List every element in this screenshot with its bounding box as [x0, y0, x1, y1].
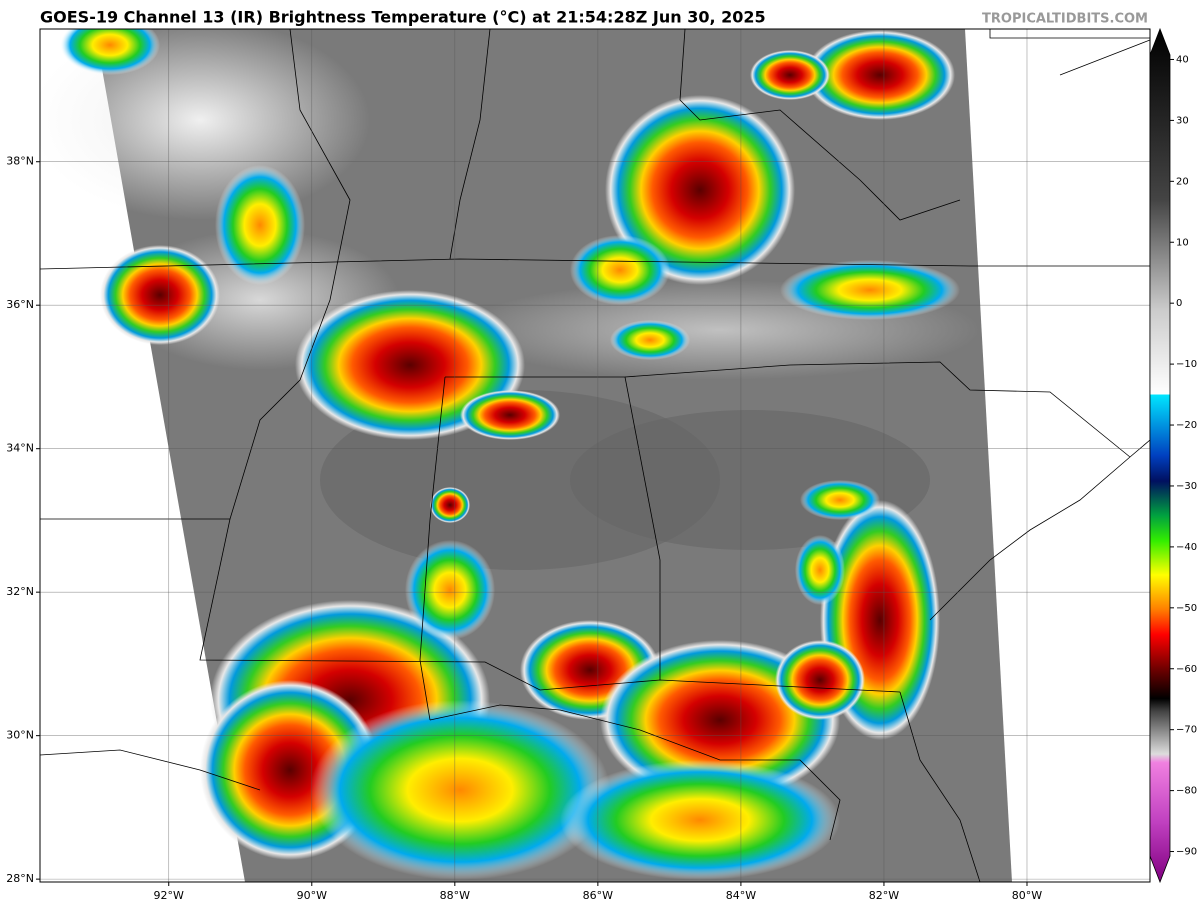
colorbar-tick-label: 20	[1176, 176, 1189, 187]
satellite-image	[40, 29, 1150, 882]
x-tick-label: 90°W	[297, 889, 327, 902]
watermark: TROPICALTIDBITS.COM	[982, 12, 1148, 27]
y-tick-label: 28°N	[6, 872, 34, 885]
x-tick-label: 82°W	[869, 889, 899, 902]
colorbar-tick-label: 0	[1176, 298, 1182, 309]
colorbar-tick-label: −10	[1176, 359, 1197, 370]
colorbar-tick-label: −30	[1176, 481, 1197, 492]
colorbar-tick-label: −20	[1176, 420, 1197, 431]
x-tick-label: 80°W	[1012, 889, 1042, 902]
colorbar-tick-label: −40	[1176, 542, 1197, 553]
colorbar-tick-label: −70	[1176, 725, 1197, 736]
colorbar-tick-label: −60	[1176, 664, 1197, 675]
colorbar	[1149, 27, 1171, 884]
x-tick-label: 92°W	[154, 889, 184, 902]
title: GOES-19 Channel 13 (IR) Brightness Tempe…	[40, 8, 766, 27]
colorbar-tick-label: 10	[1176, 237, 1189, 248]
y-tick-label: 32°N	[6, 585, 34, 598]
y-tick-label: 30°N	[6, 729, 34, 742]
colorbar-tick-label: −80	[1176, 786, 1197, 797]
x-tick-label: 88°W	[440, 889, 470, 902]
colorbar-tick-label: −90	[1176, 847, 1197, 858]
y-tick-label: 38°N	[6, 155, 34, 168]
colorbar-tick-label: 30	[1176, 115, 1189, 126]
x-tick-label: 84°W	[726, 889, 756, 902]
x-tick-label: 86°W	[583, 889, 613, 902]
colorbar-tick-label: 40	[1176, 54, 1189, 65]
colorbar-tick-label: −50	[1176, 603, 1197, 614]
y-tick-label: 34°N	[6, 442, 34, 455]
graticule	[40, 29, 1150, 882]
y-tick-label: 36°N	[6, 298, 34, 311]
